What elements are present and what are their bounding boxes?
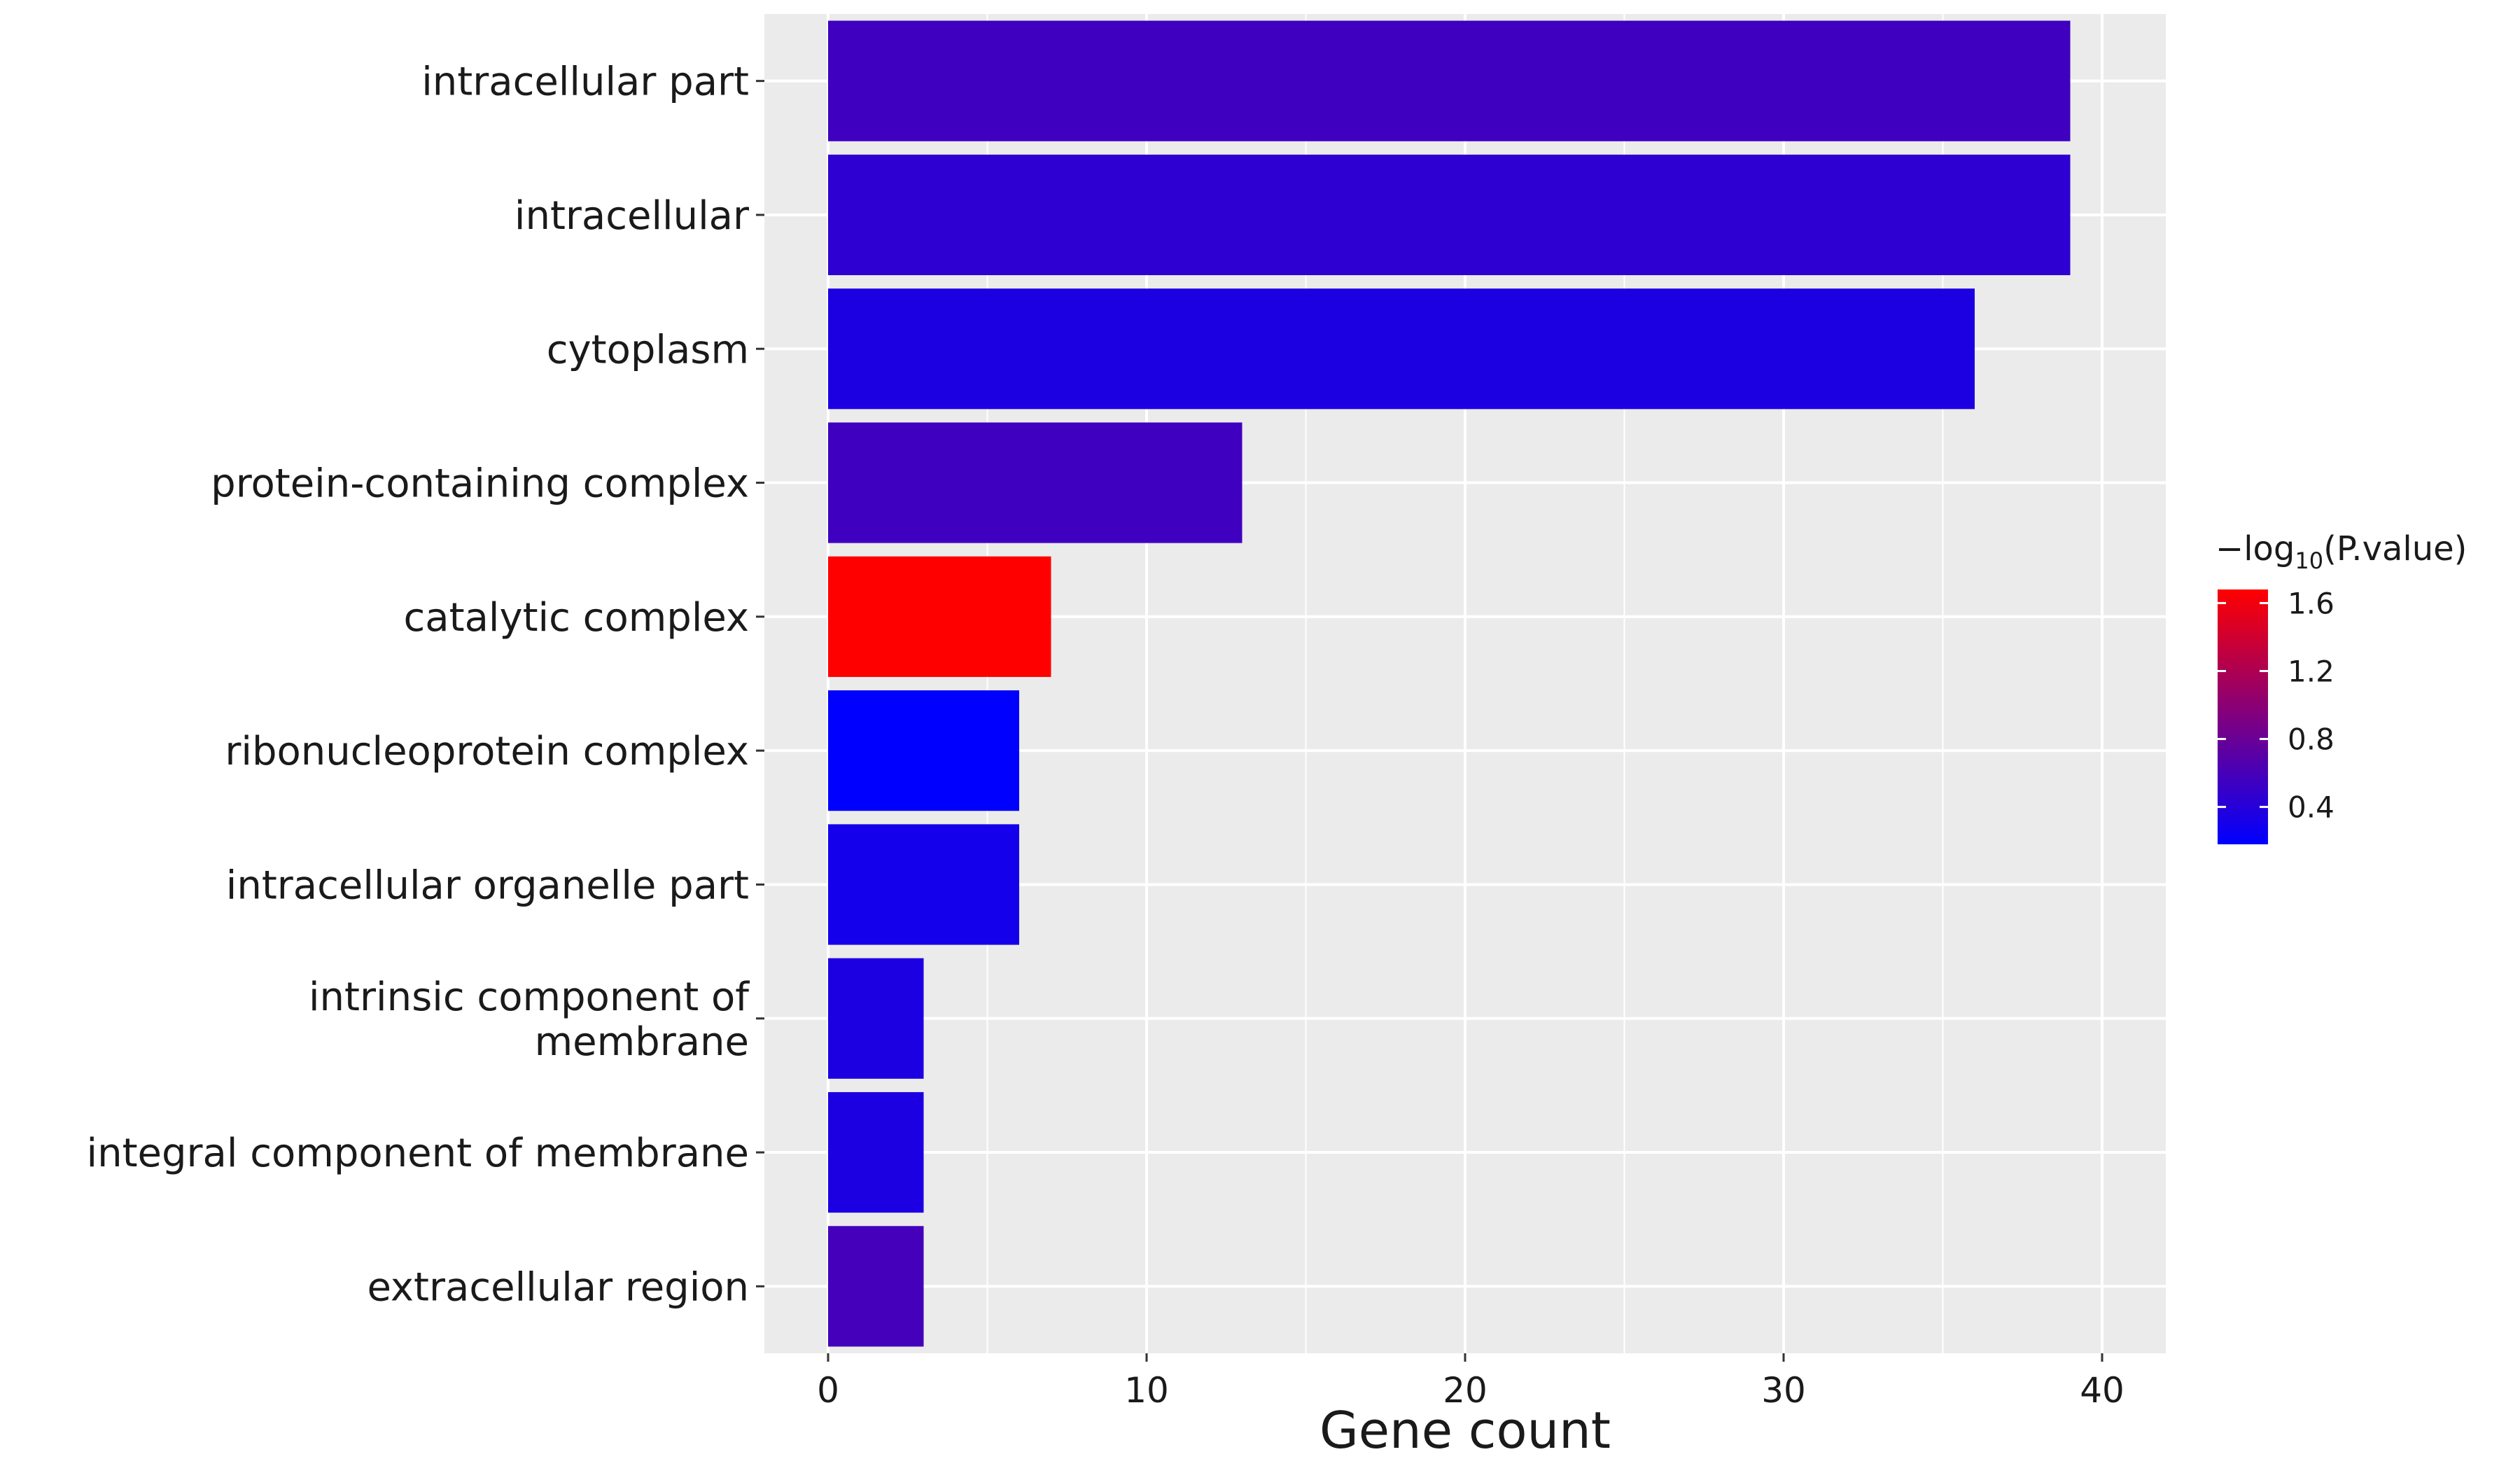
bar[interactable] (828, 1091, 924, 1213)
y-tick-label: intracellular part (421, 60, 749, 105)
y-tick-label: integral component of membrane (87, 1131, 749, 1176)
legend-tick-label: 0.8 (2288, 722, 2334, 757)
legend-colorbar (2218, 589, 2268, 844)
x-tick-label: 40 (2080, 1370, 2124, 1411)
y-tick-label: protein-containing complex (211, 461, 749, 507)
legend-tick-label: 0.4 (2288, 790, 2334, 825)
legend-title: −log10(P.value) (2216, 529, 2467, 574)
y-tick-label: cytoplasm (547, 327, 749, 372)
bar[interactable] (828, 824, 1019, 945)
x-axis-title: Gene count (1320, 1401, 1611, 1460)
bar[interactable] (828, 154, 2071, 276)
x-tick-label: 10 (1124, 1370, 1169, 1411)
y-tick-label: intracellular organelle part (226, 863, 749, 908)
y-tick-label: intracellular (514, 193, 750, 239)
bar[interactable] (828, 422, 1242, 543)
bar[interactable] (828, 690, 1019, 811)
bar[interactable] (828, 20, 2071, 141)
y-tick-label: catalytic complex (404, 595, 750, 641)
y-tick-label: intrinsic component of membrane (309, 975, 750, 1065)
bar[interactable] (828, 556, 1051, 677)
legend-tick-label: 1.2 (2288, 654, 2334, 688)
x-tick-label: 20 (1443, 1370, 1488, 1411)
y-tick-label: extracellular region (367, 1264, 749, 1310)
bar[interactable] (828, 288, 1975, 410)
bar[interactable] (828, 1226, 924, 1347)
x-tick-label: 0 (817, 1370, 839, 1411)
x-tick-label: 30 (1761, 1370, 1806, 1411)
y-tick-label: ribonucleoprotein complex (225, 729, 749, 774)
legend-tick-label: 1.6 (2288, 586, 2334, 620)
bar[interactable] (828, 958, 924, 1079)
